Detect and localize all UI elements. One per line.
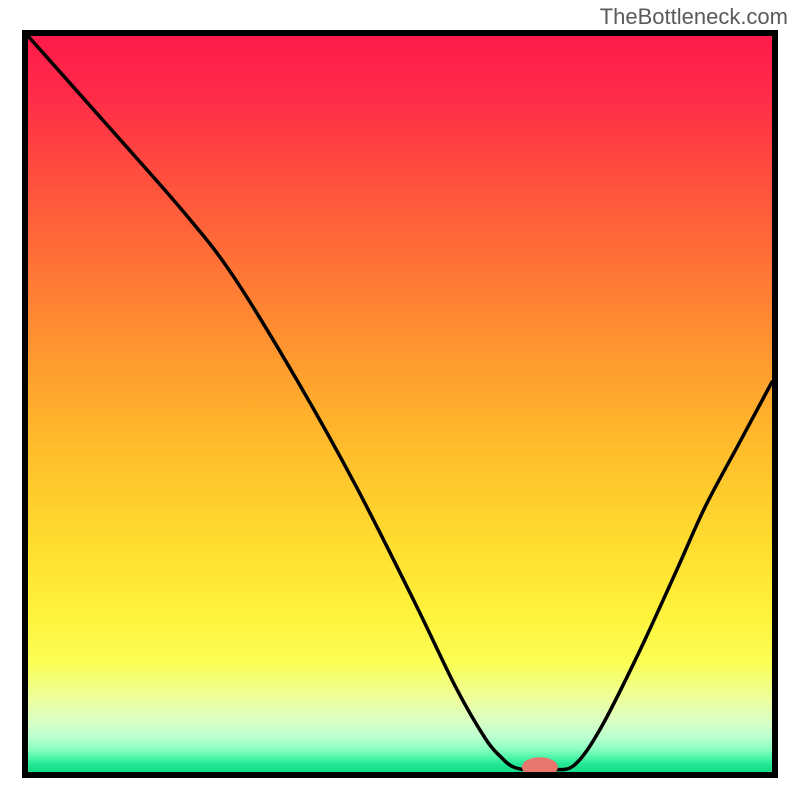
bottleneck-curve-chart — [0, 0, 800, 800]
watermark-text: TheBottleneck.com — [600, 4, 788, 30]
chart-container: TheBottleneck.com — [0, 0, 800, 800]
plot-background — [25, 33, 775, 775]
